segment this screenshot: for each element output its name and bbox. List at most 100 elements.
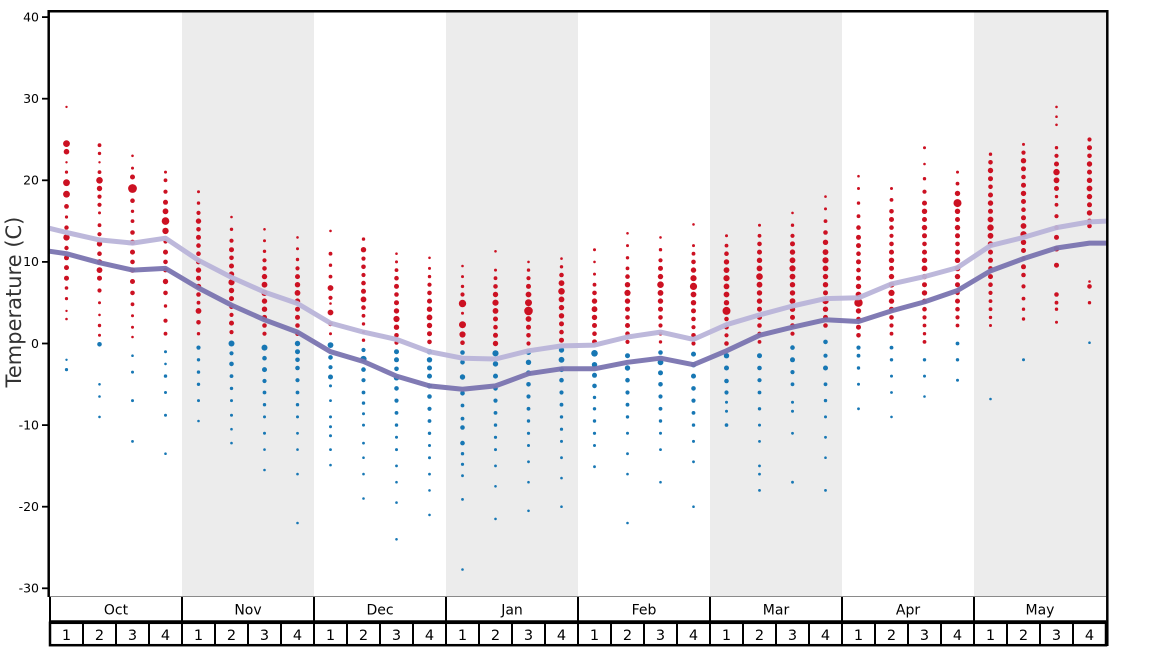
min-temp-dot	[989, 397, 992, 401]
max-temp-dot	[196, 234, 201, 240]
min-temp-dot	[494, 485, 497, 488]
max-temp-dot	[427, 331, 432, 337]
max-temp-dot	[955, 282, 960, 288]
min-temp-dot	[758, 423, 761, 427]
max-temp-dot	[493, 332, 498, 338]
max-temp-dot	[723, 259, 730, 265]
min-temp-dot	[295, 357, 300, 363]
min-temp-dot	[923, 374, 926, 378]
max-temp-dot	[1021, 215, 1026, 221]
max-temp-dot	[1021, 207, 1026, 212]
min-temp-dot	[592, 395, 597, 400]
average-max-temperature-line	[47, 218, 1109, 362]
min-temp-dot	[394, 423, 399, 427]
min-temp-dot	[428, 444, 431, 447]
min-temp-dot	[460, 425, 465, 430]
max-temp-dot	[1021, 199, 1026, 204]
max-temp-dot	[329, 229, 332, 233]
max-temp-dot	[427, 282, 432, 287]
min-temp-dot	[361, 390, 366, 395]
month-label: Jan	[500, 603, 523, 619]
max-temp-dot	[955, 217, 960, 222]
chart-paint-layer: 40 30 20 10 0 -10 -20 -30 Oct Nov Dec Jan Feb Mar Apr M…	[19, 9, 1109, 647]
max-temp-dot	[856, 259, 861, 265]
max-temp-dot	[1087, 153, 1092, 159]
max-temp-dot	[130, 302, 135, 307]
max-temp-dot	[361, 272, 366, 278]
min-temp-dot	[361, 401, 366, 405]
min-temp-dot	[98, 415, 101, 419]
max-temp-dot	[328, 251, 333, 256]
max-temp-dot	[64, 286, 69, 290]
max-temp-dot	[1054, 202, 1059, 207]
min-temp-dot	[659, 431, 662, 435]
max-temp-dot	[426, 322, 433, 329]
max-temp-dot	[493, 316, 498, 322]
week-number-label: 4	[557, 628, 566, 644]
min-temp-dot	[559, 402, 564, 407]
min-temp-dot	[460, 462, 465, 466]
max-temp-dot	[458, 299, 467, 308]
min-temp-dot	[164, 413, 167, 417]
max-temp-dot	[394, 333, 399, 338]
max-temp-dot	[96, 185, 103, 192]
min-temp-dot	[791, 409, 794, 413]
min-temp-dot	[196, 370, 201, 374]
min-temp-dot	[559, 377, 564, 383]
min-temp-dot	[757, 407, 762, 411]
max-temp-dot	[955, 241, 960, 247]
max-temp-dot	[97, 223, 102, 228]
max-temp-dot	[889, 241, 894, 247]
max-temp-dot	[295, 266, 300, 271]
min-temp-dot	[857, 407, 860, 411]
min-temp-dot	[692, 505, 695, 509]
max-temp-dot	[955, 181, 960, 186]
max-temp-dot	[163, 259, 168, 265]
min-temp-dot	[230, 427, 233, 431]
max-temp-dot	[229, 312, 234, 317]
max-temp-dot	[525, 291, 532, 298]
week-number-label: 3	[260, 628, 269, 644]
max-temp-dot	[163, 290, 168, 296]
max-temp-dot	[329, 302, 332, 305]
min-temp-dot	[724, 390, 729, 395]
max-temp-dot	[228, 287, 235, 294]
max-temp-dot	[988, 184, 993, 190]
min-temp-dot	[824, 456, 827, 460]
max-temp-dot	[1022, 142, 1025, 146]
max-temp-dot	[789, 290, 796, 296]
min-temp-dot	[824, 489, 827, 492]
min-temp-dot	[691, 423, 696, 427]
max-temp-dot	[724, 243, 729, 248]
max-temp-dot	[64, 297, 69, 301]
min-temp-dot	[263, 448, 266, 451]
min-temp-dot	[461, 568, 464, 571]
min-temp-dot	[625, 377, 630, 383]
max-temp-dot	[824, 207, 827, 211]
max-temp-dot	[229, 296, 234, 302]
max-temp-dot	[757, 241, 762, 247]
min-temp-dot	[295, 390, 300, 395]
max-temp-dot	[822, 265, 829, 272]
max-temp-dot	[163, 331, 168, 336]
min-temp-dot	[98, 383, 101, 386]
max-temp-dot	[97, 170, 102, 175]
min-temp-dot	[229, 374, 234, 378]
max-temp-dot	[923, 146, 926, 150]
week-number-label: 2	[95, 628, 104, 644]
max-temp-dot	[361, 305, 366, 310]
max-temp-dot	[1086, 185, 1093, 192]
max-temp-dot	[98, 301, 101, 305]
max-temp-dot	[955, 323, 960, 328]
max-temp-dot	[97, 251, 102, 256]
max-temp-dot	[1086, 177, 1093, 183]
min-temp-dot	[328, 355, 333, 360]
max-temp-dot	[526, 333, 531, 338]
max-temp-dot	[690, 267, 697, 273]
max-temp-dot	[1020, 190, 1027, 197]
min-temp-dot	[824, 415, 827, 419]
max-temp-dot	[756, 298, 763, 304]
max-temp-dot	[593, 272, 596, 276]
min-temp-dot	[790, 357, 795, 363]
